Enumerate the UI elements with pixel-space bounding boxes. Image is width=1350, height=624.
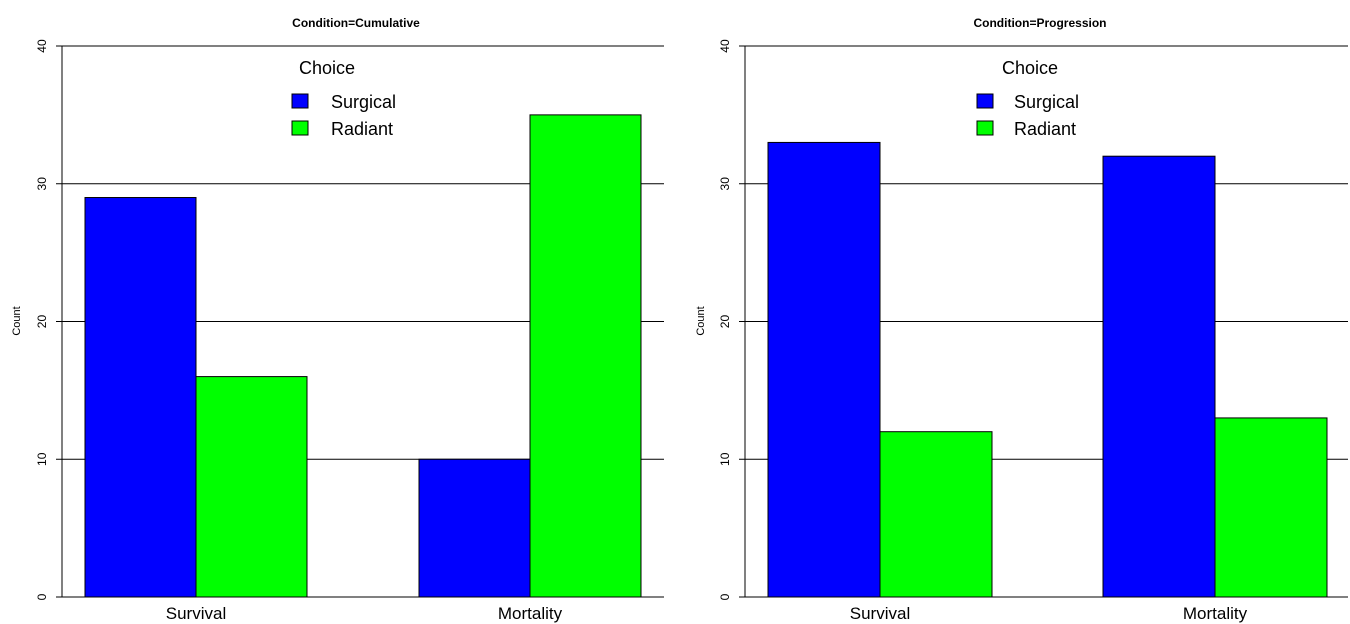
y-tick-label: 20 <box>718 315 732 329</box>
legend-label-surgical: Surgical <box>1014 92 1079 112</box>
x-category-label: Mortality <box>1183 604 1248 623</box>
y-axis-label: Count <box>11 306 23 335</box>
bar-surgical-survival <box>84 197 197 598</box>
y-tick-label: 10 <box>718 452 732 466</box>
legend-swatch-radiant <box>976 120 994 136</box>
bar-radiant-survival <box>879 431 993 598</box>
bar-surgical-mortality <box>418 458 531 598</box>
legend-swatch-surgical <box>976 93 994 109</box>
legend-swatch-radiant <box>291 120 309 136</box>
y-tick-label: 0 <box>718 593 732 600</box>
panel-title: Condition=Cumulative <box>292 16 420 30</box>
legend-title: Choice <box>299 58 355 78</box>
bar-surgical-mortality <box>1102 155 1216 598</box>
legend-label-radiant: Radiant <box>1014 119 1076 139</box>
legend-swatch-surgical <box>291 93 309 109</box>
legend-label-surgical: Surgical <box>331 92 396 112</box>
legend-title: Choice <box>1002 58 1058 78</box>
bar-radiant-mortality <box>529 114 642 598</box>
x-category-label: Survival <box>850 604 910 623</box>
y-tick-label: 30 <box>35 177 49 191</box>
bar-radiant-survival <box>195 376 308 598</box>
bar-surgical-survival <box>767 141 881 598</box>
y-tick-label: 40 <box>718 39 732 53</box>
panel-title: Condition=Progression <box>973 16 1106 30</box>
y-tick-label: 0 <box>35 593 49 600</box>
panel-cumulative: Condition=Cumulative Count 0 10 20 30 40 Sur… <box>11 16 664 623</box>
legend: Choice Surgical Radiant <box>976 58 1079 139</box>
y-tick-label: 20 <box>35 315 49 329</box>
x-category-label: Survival <box>166 604 226 623</box>
legend: Choice Surgical Radiant <box>291 58 396 139</box>
y-tick-label: 10 <box>35 452 49 466</box>
y-tick-label: 30 <box>718 177 732 191</box>
legend-label-radiant: Radiant <box>331 119 393 139</box>
panel-progression: Condition=Progression Count 0 10 20 30 40 Su… <box>695 16 1348 623</box>
bar-radiant-mortality <box>1214 417 1328 598</box>
y-tick-label: 40 <box>35 39 49 53</box>
y-axis-label: Count <box>695 306 707 335</box>
x-category-label: Mortality <box>498 604 563 623</box>
